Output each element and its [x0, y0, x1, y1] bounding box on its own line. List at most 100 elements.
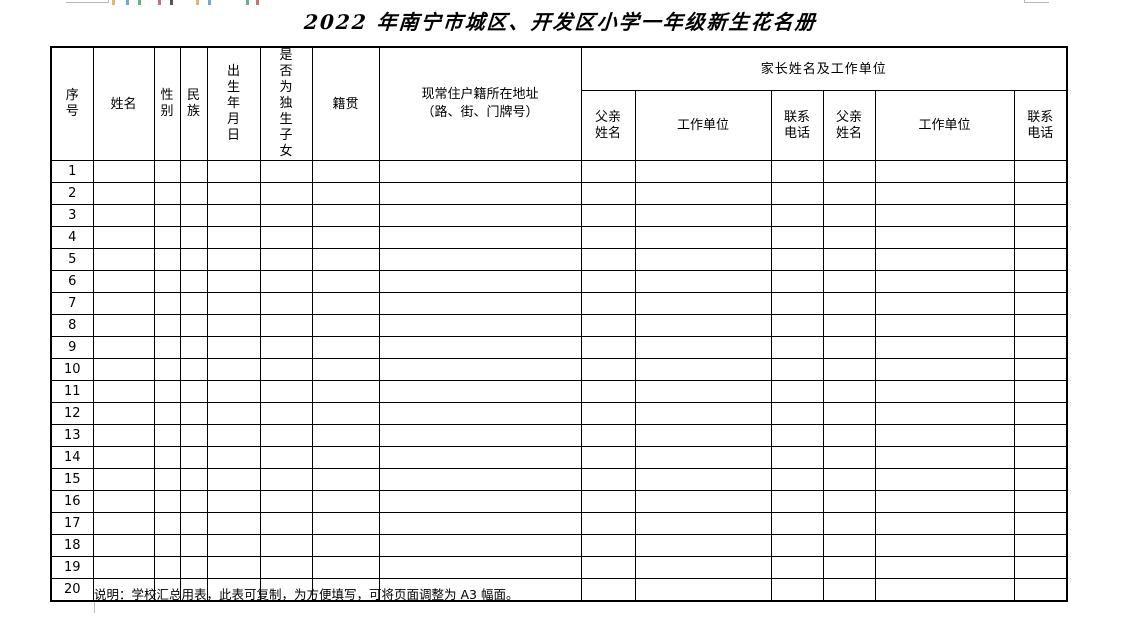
cell-p1_phone[interactable]	[770, 182, 824, 205]
cell-p1_name[interactable]	[580, 182, 636, 205]
cell-p1_work[interactable]	[634, 512, 772, 535]
cell-p1_work[interactable]	[634, 182, 772, 205]
cell-p1_phone[interactable]	[770, 446, 824, 469]
cell-gender[interactable]	[153, 490, 181, 513]
cell-native[interactable]	[311, 336, 380, 359]
cell-p1_phone[interactable]	[770, 226, 824, 249]
cell-p2_name[interactable]	[822, 358, 876, 381]
cell-address[interactable]	[378, 534, 582, 557]
cell-p2_work[interactable]	[874, 358, 1015, 381]
cell-address[interactable]	[378, 490, 582, 513]
cell-gender[interactable]	[153, 380, 181, 403]
cell-address[interactable]	[378, 468, 582, 491]
cell-p1_phone[interactable]	[770, 490, 824, 513]
cell-p1_phone[interactable]	[770, 402, 824, 425]
cell-p1_phone[interactable]	[770, 160, 824, 183]
cell-only_child[interactable]	[259, 226, 313, 249]
cell-p2_name[interactable]	[822, 468, 876, 491]
cell-ethnicity[interactable]	[179, 402, 208, 425]
cell-native[interactable]	[311, 402, 380, 425]
cell-only_child[interactable]	[259, 336, 313, 359]
cell-address[interactable]	[378, 358, 582, 381]
cell-p2_phone[interactable]	[1013, 490, 1068, 513]
cell-p2_phone[interactable]	[1013, 204, 1068, 227]
cell-native[interactable]	[311, 468, 380, 491]
cell-p1_name[interactable]	[580, 380, 636, 403]
cell-p2_work[interactable]	[874, 248, 1015, 271]
cell-address[interactable]	[378, 380, 582, 403]
cell-birthdate[interactable]	[206, 490, 261, 513]
cell-p2_name[interactable]	[822, 534, 876, 557]
cell-p1_phone[interactable]	[770, 578, 824, 602]
cell-name[interactable]	[92, 490, 155, 513]
cell-only_child[interactable]	[259, 358, 313, 381]
cell-p1_phone[interactable]	[770, 512, 824, 535]
cell-p1_name[interactable]	[580, 336, 636, 359]
cell-p2_work[interactable]	[874, 160, 1015, 183]
cell-native[interactable]	[311, 534, 380, 557]
cell-p1_name[interactable]	[580, 424, 636, 447]
cell-native[interactable]	[311, 160, 380, 183]
cell-ethnicity[interactable]	[179, 314, 208, 337]
cell-p2_work[interactable]	[874, 512, 1015, 535]
cell-p2_work[interactable]	[874, 270, 1015, 293]
cell-name[interactable]	[92, 204, 155, 227]
cell-native[interactable]	[311, 248, 380, 271]
cell-name[interactable]	[92, 534, 155, 557]
cell-native[interactable]	[311, 204, 380, 227]
cell-native[interactable]	[311, 270, 380, 293]
cell-name[interactable]	[92, 336, 155, 359]
cell-only_child[interactable]	[259, 204, 313, 227]
cell-p2_name[interactable]	[822, 160, 876, 183]
cell-p1_name[interactable]	[580, 160, 636, 183]
cell-birthdate[interactable]	[206, 248, 261, 271]
cell-p2_phone[interactable]	[1013, 446, 1068, 469]
cell-address[interactable]	[378, 270, 582, 293]
cell-p2_phone[interactable]	[1013, 292, 1068, 315]
cell-name[interactable]	[92, 160, 155, 183]
cell-p1_phone[interactable]	[770, 556, 824, 579]
cell-name[interactable]	[92, 358, 155, 381]
cell-p2_phone[interactable]	[1013, 556, 1068, 579]
cell-address[interactable]	[378, 226, 582, 249]
cell-birthdate[interactable]	[206, 446, 261, 469]
cell-p2_name[interactable]	[822, 380, 876, 403]
cell-only_child[interactable]	[259, 468, 313, 491]
cell-p2_name[interactable]	[822, 248, 876, 271]
cell-p1_work[interactable]	[634, 358, 772, 381]
cell-p1_work[interactable]	[634, 248, 772, 271]
cell-native[interactable]	[311, 446, 380, 469]
cell-name[interactable]	[92, 402, 155, 425]
cell-native[interactable]	[311, 490, 380, 513]
cell-address[interactable]	[378, 160, 582, 183]
cell-only_child[interactable]	[259, 292, 313, 315]
cell-p1_name[interactable]	[580, 248, 636, 271]
cell-gender[interactable]	[153, 424, 181, 447]
cell-name[interactable]	[92, 314, 155, 337]
cell-gender[interactable]	[153, 556, 181, 579]
cell-p2_name[interactable]	[822, 424, 876, 447]
cell-p1_work[interactable]	[634, 292, 772, 315]
cell-address[interactable]	[378, 424, 582, 447]
cell-only_child[interactable]	[259, 402, 313, 425]
cell-name[interactable]	[92, 248, 155, 271]
cell-ethnicity[interactable]	[179, 490, 208, 513]
cell-birthdate[interactable]	[206, 160, 261, 183]
cell-p2_phone[interactable]	[1013, 314, 1068, 337]
cell-p2_work[interactable]	[874, 380, 1015, 403]
cell-p1_work[interactable]	[634, 314, 772, 337]
cell-ethnicity[interactable]	[179, 182, 208, 205]
cell-ethnicity[interactable]	[179, 336, 208, 359]
cell-p2_work[interactable]	[874, 292, 1015, 315]
cell-gender[interactable]	[153, 446, 181, 469]
cell-p2_phone[interactable]	[1013, 182, 1068, 205]
cell-p1_work[interactable]	[634, 424, 772, 447]
cell-birthdate[interactable]	[206, 336, 261, 359]
cell-birthdate[interactable]	[206, 292, 261, 315]
cell-birthdate[interactable]	[206, 512, 261, 535]
cell-only_child[interactable]	[259, 182, 313, 205]
cell-p1_name[interactable]	[580, 534, 636, 557]
cell-p2_name[interactable]	[822, 336, 876, 359]
cell-native[interactable]	[311, 358, 380, 381]
cell-birthdate[interactable]	[206, 182, 261, 205]
